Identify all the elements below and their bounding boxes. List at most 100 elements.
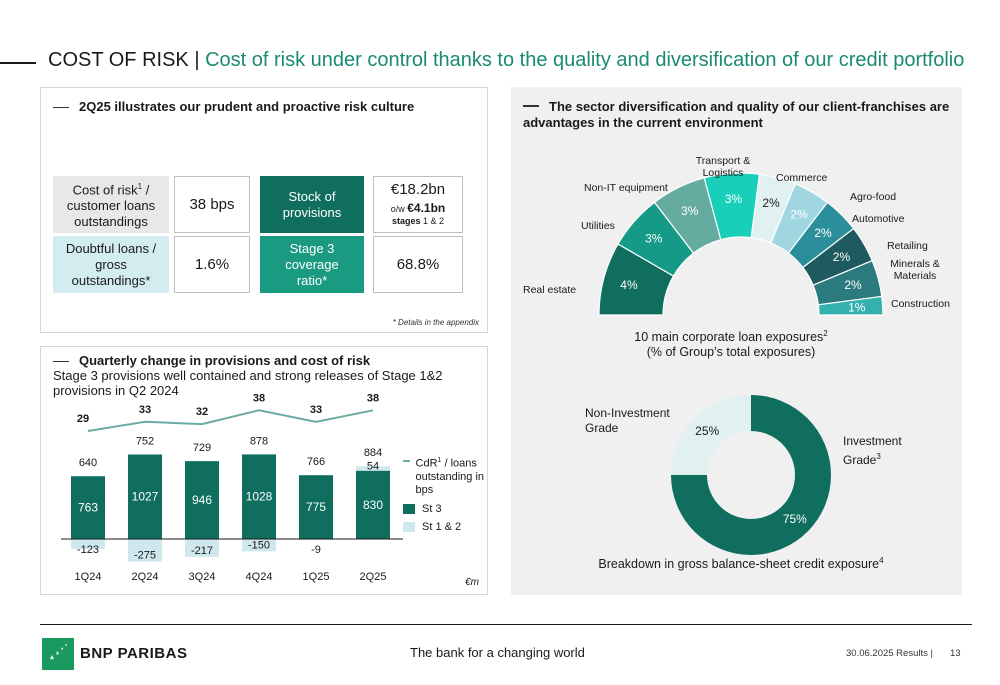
sector-title-b: (% of Group’s total exposures): [646, 345, 816, 360]
title-sub: Cost of risk under control thanks to the…: [205, 49, 965, 71]
sector-value-label: 2%: [844, 278, 862, 292]
sector-value-label: 2%: [762, 196, 780, 210]
cdr-value-label: 33: [310, 404, 322, 416]
brand-logo: [42, 638, 74, 670]
sector-label-real-estate: Real estate: [523, 284, 577, 296]
category-tick-label: 2Q25: [360, 571, 387, 583]
title-rule: [0, 62, 36, 64]
sector-label-automotive: Automotive: [852, 213, 905, 225]
bar-st3: [242, 454, 276, 539]
cor-sup: 1: [137, 181, 143, 191]
total-value-label: 640: [79, 457, 97, 469]
bar-st3: [71, 476, 105, 539]
legend-st3-swatch: [403, 503, 415, 514]
stock-ow-stages: stages: [391, 216, 421, 226]
legend-st3-label: St 3: [422, 502, 442, 515]
st3-value-label: 830: [363, 498, 383, 512]
sector-label-transport: Transport & Logistics: [695, 155, 751, 179]
page-number: 13: [950, 648, 961, 659]
st12-value-label: -9: [311, 544, 321, 556]
sector-label-utilities: Utilities: [581, 220, 615, 232]
grade-value-label: 25%: [695, 424, 719, 438]
stage3-coverage-value: 68.8%: [373, 236, 463, 293]
legend-line-icon: [403, 460, 410, 462]
cost-of-risk-label-text: Cost of risk1 / customer loans outstandi…: [57, 179, 165, 230]
sector-label-retailing: Retailing: [887, 240, 928, 252]
heading-dash: [523, 105, 539, 107]
sector-value-label: 3%: [725, 192, 743, 206]
bar-st12: [71, 539, 105, 550]
provisions-legend: CdR1 / loans outstanding in bps St 3 St …: [403, 454, 487, 533]
kpi-panel: 2Q25 illustrates our prudent and proacti…: [40, 87, 488, 333]
cor-label-b: / customer loans outstandings: [66, 182, 156, 230]
nig-label: Non-Investment Grade: [585, 406, 670, 435]
sector-chart-title: 10 main corporate loan exposures2 (% of …: [601, 326, 861, 360]
grade-slice: [671, 395, 751, 475]
sector-heading-text: The sector diversification and quality o…: [523, 99, 950, 130]
sector-label-minerals: Minerals & Materials: [890, 258, 940, 282]
cost-of-risk-value: 38 bps: [174, 176, 250, 233]
sector-value-label: 4%: [620, 278, 638, 292]
unit-label: €m: [465, 577, 479, 588]
category-tick-label: 1Q24: [75, 571, 102, 583]
provisions-heading-text: Quarterly change in provisions and cost …: [79, 353, 371, 368]
total-value-label: 752: [136, 435, 154, 447]
sector-value-label: 2%: [833, 250, 851, 264]
cdr-value-label: 29: [77, 413, 89, 425]
provisions-heading: Quarterly change in provisions and cost …: [53, 353, 370, 368]
stock-ow-value: €4.1bn: [407, 201, 446, 215]
sector-label-commerce: Commerce: [776, 172, 828, 184]
sector-label-construction: Construction: [891, 298, 950, 310]
bar-st3: [299, 475, 333, 539]
sector-label-agro-food: Agro-food: [850, 191, 897, 203]
page-title: COST OF RISK | Cost of risk under contro…: [48, 49, 964, 72]
bar-st12: [128, 539, 162, 562]
bar-st3: [356, 470, 390, 539]
doubtful-loans-value: 1.6%: [174, 236, 250, 293]
footer-date: 30.06.2025 Results |: [846, 648, 933, 659]
cdr-value-label: 33: [139, 404, 151, 416]
stars-icon: [50, 643, 67, 660]
sector-heading: The sector diversification and quality o…: [523, 99, 953, 131]
brand-name: BNP PARIBAS: [80, 645, 188, 662]
sector-label-non-it: Non-IT equipment: [584, 182, 668, 194]
sector-title-sup: 2: [823, 329, 828, 338]
st12-value-label: -217: [191, 545, 213, 557]
provisions-panel: Quarterly change in provisions and cost …: [40, 346, 488, 595]
grade-chart-title: Breakdown in gross balance-sheet credit …: [571, 556, 911, 571]
grade-title-sup: 4: [879, 556, 884, 565]
sector-value-label: 3%: [645, 232, 663, 246]
cdr-value-label: 38: [253, 392, 265, 404]
legend-cdr-sup: 1: [437, 457, 442, 464]
cdr-line: [87, 409, 374, 432]
legend-st3: St 3: [403, 503, 487, 515]
kpi-heading: 2Q25 illustrates our prudent and proacti…: [53, 99, 414, 114]
title-main: COST OF RISK |: [48, 49, 200, 71]
appendix-note: * Details in the appendix: [392, 318, 479, 327]
st3-value-label: 775: [306, 500, 326, 514]
bar-st12: [356, 466, 390, 471]
category-tick-label: 3Q24: [189, 571, 216, 583]
sector-panel: The sector diversification and quality o…: [511, 87, 962, 595]
category-tick-label: 2Q24: [132, 571, 159, 583]
cor-label-a: Cost of risk: [72, 182, 138, 198]
total-value-label: 878: [250, 435, 268, 447]
sector-chart: 4%3%3%3% 2%2%2%2%2%1% 75%25%: [598, 172, 884, 555]
stock-provisions-value: €18.2bn o/w €4.1bn stages 1 & 2: [373, 176, 463, 233]
sector-value-label: 3%: [681, 204, 699, 218]
st12-value-label: -275: [134, 550, 156, 562]
total-value-label: 884: [364, 447, 382, 459]
provisions-subheading: Stage 3 provisions well contained and st…: [53, 368, 443, 398]
ig-label-a: Investment Grade: [843, 434, 902, 467]
heading-dash: [53, 360, 69, 363]
bar-st3: [128, 454, 162, 539]
legend-st12-swatch: [403, 521, 415, 532]
kpi-heading-text: 2Q25 illustrates our prudent and proacti…: [79, 99, 415, 114]
st12-value-label: -123: [77, 544, 99, 556]
legend-cdr: CdR1 / loans outstanding in bps: [403, 454, 487, 497]
st3-value-label: 946: [192, 493, 212, 507]
cdr-value-label: 32: [196, 406, 208, 418]
sector-title-a: 10 main corporate loan exposures: [634, 330, 824, 345]
sector-value-label: 2%: [790, 208, 808, 222]
sector-value-label: 2%: [814, 226, 832, 240]
